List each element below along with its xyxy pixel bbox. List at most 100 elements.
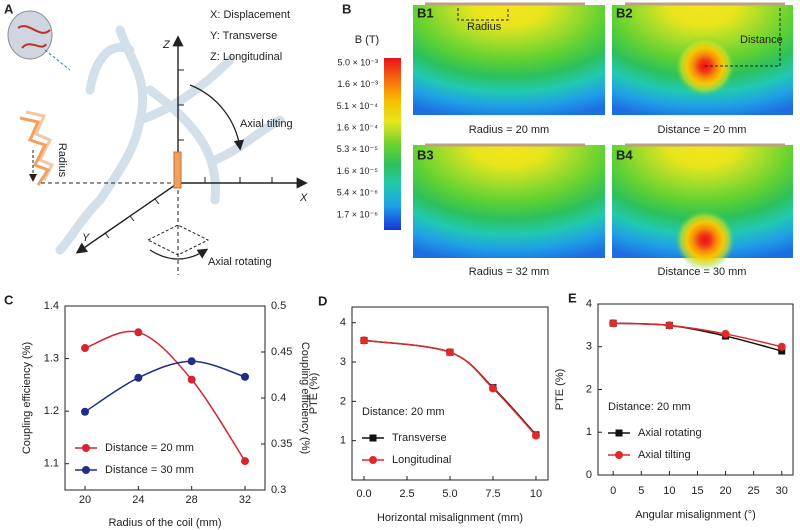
plot-frame: [64, 305, 266, 491]
marker: [777, 342, 786, 351]
legend-label: Distance = 20 mm: [105, 442, 194, 454]
legend-label: Transverse: [392, 432, 447, 444]
marker: [241, 457, 249, 466]
map-caption: Distance = 20 mm: [658, 124, 747, 136]
marker: [531, 431, 540, 440]
legend-label: Distance = 30 mm: [105, 464, 194, 476]
x-tick-label: 0.0: [356, 488, 371, 500]
map-label: B4: [616, 147, 633, 162]
axis-legend: Z: Longitudinal: [210, 51, 282, 63]
marker: [360, 336, 369, 345]
map-label: B3: [417, 147, 434, 162]
x-tick-label: 32: [239, 494, 251, 506]
marker: [446, 348, 454, 357]
y-axis-label: PTE (%): [554, 369, 566, 411]
panel-label: A: [4, 1, 14, 16]
annotation: Distance: 20 mm: [362, 406, 445, 418]
marker: [81, 344, 89, 353]
axis-letter: Y: [82, 232, 90, 244]
annotation: Distance: 20 mm: [608, 401, 691, 413]
x-axis-label: Angular misalignment (°): [635, 509, 756, 521]
legend-marker: [369, 434, 377, 442]
x-tick-label: 2.5: [399, 488, 414, 500]
map-label: B1: [417, 5, 434, 20]
illustration: [7, 10, 308, 275]
y-tick-label: 0: [586, 469, 592, 481]
x-tick-label: 20: [719, 485, 731, 497]
colorbar-label: 1.6 × 10⁻³: [337, 79, 378, 89]
panel-label: B: [342, 1, 351, 16]
y-tick-label: 0.45: [271, 346, 292, 358]
marker: [665, 321, 674, 330]
marker: [778, 347, 786, 355]
y-tick-label: 2: [586, 383, 592, 395]
legend-label: Axial tilting: [638, 449, 691, 461]
y-axis-label: Coupling efficiency (%): [21, 342, 33, 454]
field-maps: [413, 2, 793, 270]
colorbar-label: 5.4 × 10⁻⁶: [337, 188, 379, 198]
annotation: Axial rotating: [208, 256, 272, 268]
y2-axis-label: Coupling efficiency (%): [299, 342, 311, 454]
colorbar-label: 1.6 × 10⁻⁴: [337, 122, 379, 132]
map-caption: Distance = 30 mm: [658, 266, 747, 278]
x-tick-label: 24: [132, 494, 144, 506]
x-tick-label: 28: [186, 494, 198, 506]
marker: [81, 407, 89, 416]
x-tick-label: 5: [638, 485, 644, 497]
y-tick-label: 3: [340, 356, 346, 368]
colorbar-label: 5.1 × 10⁻⁴: [337, 101, 379, 111]
map-label: B2: [616, 5, 633, 20]
y-axis-label: PTE (%): [308, 373, 320, 415]
colorbar-label: 1.6 × 10⁻⁵: [337, 166, 379, 176]
series-line: [363, 339, 537, 437]
annotation: Axial tilting: [240, 118, 293, 130]
legend-marker: [615, 451, 623, 459]
series-line: [613, 322, 782, 348]
map-annotation: Distance: [740, 34, 783, 46]
annotation: Radius: [56, 143, 68, 178]
y-tick-label: 4: [586, 298, 592, 310]
y-tick-label: 0.3: [271, 484, 286, 496]
marker: [187, 375, 196, 384]
panel-label: D: [318, 293, 327, 308]
marker: [241, 372, 249, 381]
colorbar-title: B (T): [355, 34, 379, 46]
legend-label: Axial rotating: [638, 427, 702, 439]
marker: [721, 329, 730, 338]
map-caption: Radius = 32 mm: [469, 266, 549, 278]
legend-label: Longitudinal: [392, 454, 451, 466]
x-tick-label: 30: [776, 485, 788, 497]
x-tick-label: 10: [663, 485, 675, 497]
y-tick-label: 1.1: [44, 458, 59, 470]
legend-marker: [615, 429, 623, 437]
y-tick-label: 2: [340, 395, 346, 407]
marker: [134, 328, 143, 337]
axis-letter: Z: [162, 39, 171, 51]
map-caption: Radius = 20 mm: [469, 124, 549, 136]
series-line: [84, 330, 246, 462]
colorbar-label: 1.7 × 10⁻⁶: [337, 209, 379, 219]
y-tick-label: 3: [586, 341, 592, 353]
legend-marker: [369, 456, 377, 464]
colorbar-label: 5.3 × 10⁻⁵: [337, 144, 379, 154]
x-tick-label: 7.5: [485, 488, 500, 500]
y-tick-label: 1: [586, 426, 592, 438]
axis-letter: X: [299, 192, 308, 204]
y-tick-label: 1.4: [44, 300, 59, 312]
axis-legend: X: Displacement: [210, 9, 290, 21]
y-tick-label: 1.3: [44, 352, 59, 364]
x-tick-label: 5.0: [442, 488, 457, 500]
legend-marker: [82, 444, 90, 452]
y-tick-label: 0.5: [271, 300, 286, 312]
axis-legend: Y: Transverse: [210, 30, 277, 42]
marker: [134, 373, 143, 382]
marker: [609, 319, 618, 328]
colorbar-label: 5.0 × 10⁻³: [337, 57, 378, 67]
panel-label: E: [568, 290, 577, 305]
y-tick-label: 0.4: [271, 392, 286, 404]
panel-label: C: [4, 292, 14, 307]
y-tick-label: 1.2: [44, 405, 59, 417]
x-tick-label: 10: [530, 488, 542, 500]
x-axis-label: Radius of the coil (mm): [108, 517, 221, 529]
y-tick-label: 1: [340, 435, 346, 447]
